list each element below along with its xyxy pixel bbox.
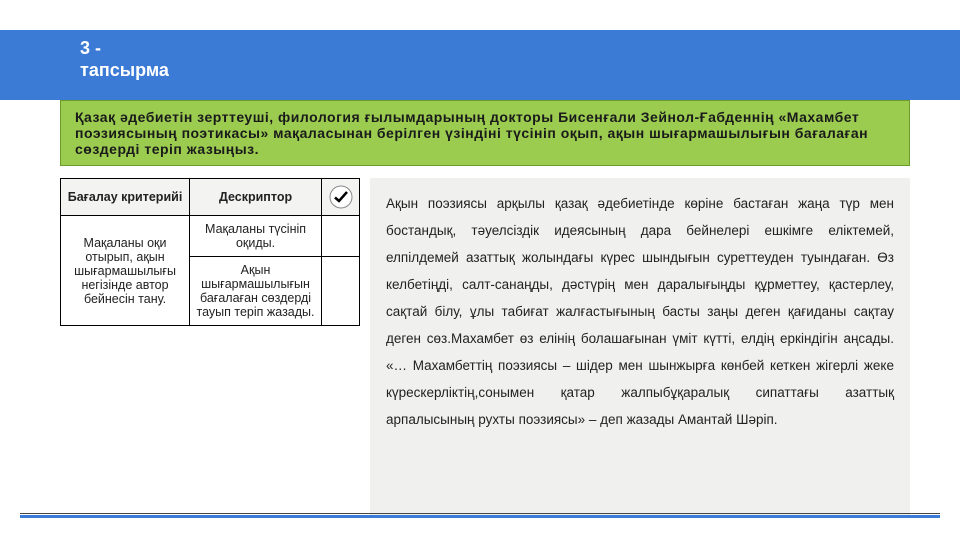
title-line2: тапсырма (80, 60, 169, 82)
instruction-box: Қазақ әдебиетін зерттеуші, филология ғыл… (60, 100, 910, 166)
footer-line (20, 513, 940, 518)
instruction-text: Қазақ әдебиетін зерттеуші, филология ғыл… (75, 109, 868, 157)
header-criteria: Бағалау критерийі (61, 179, 190, 216)
table-row: Мақаланы оқи отырып, ақын шығармашылығы … (61, 216, 360, 257)
check-icon (326, 185, 355, 209)
title-line1: 3 - (80, 38, 169, 60)
article-text: Ақын поэзиясы арқылы қазақ әдебиетінде к… (370, 178, 910, 516)
task-title: 3 - тапсырма (80, 38, 169, 81)
criteria-table: Бағалау критерийі Дескриптор Мақаланы оқ… (60, 178, 360, 326)
descriptor-cell-2: Ақын шығармашылығын бағалаған сөздерді т… (190, 257, 322, 326)
table-header-row: Бағалау критерийі Дескриптор (61, 179, 360, 216)
check-cell-1 (322, 216, 360, 257)
descriptor-cell-1: Мақаланы түсініп оқиды. (190, 216, 322, 257)
criteria-table-wrap: Бағалау критерийі Дескриптор Мақаланы оқ… (60, 178, 360, 516)
check-cell-2 (322, 257, 360, 326)
content-area: Бағалау критерийі Дескриптор Мақаланы оқ… (60, 178, 910, 516)
header-check (322, 179, 360, 216)
header-descriptor: Дескриптор (190, 179, 322, 216)
criteria-cell: Мақаланы оқи отырып, ақын шығармашылығы … (61, 216, 190, 326)
